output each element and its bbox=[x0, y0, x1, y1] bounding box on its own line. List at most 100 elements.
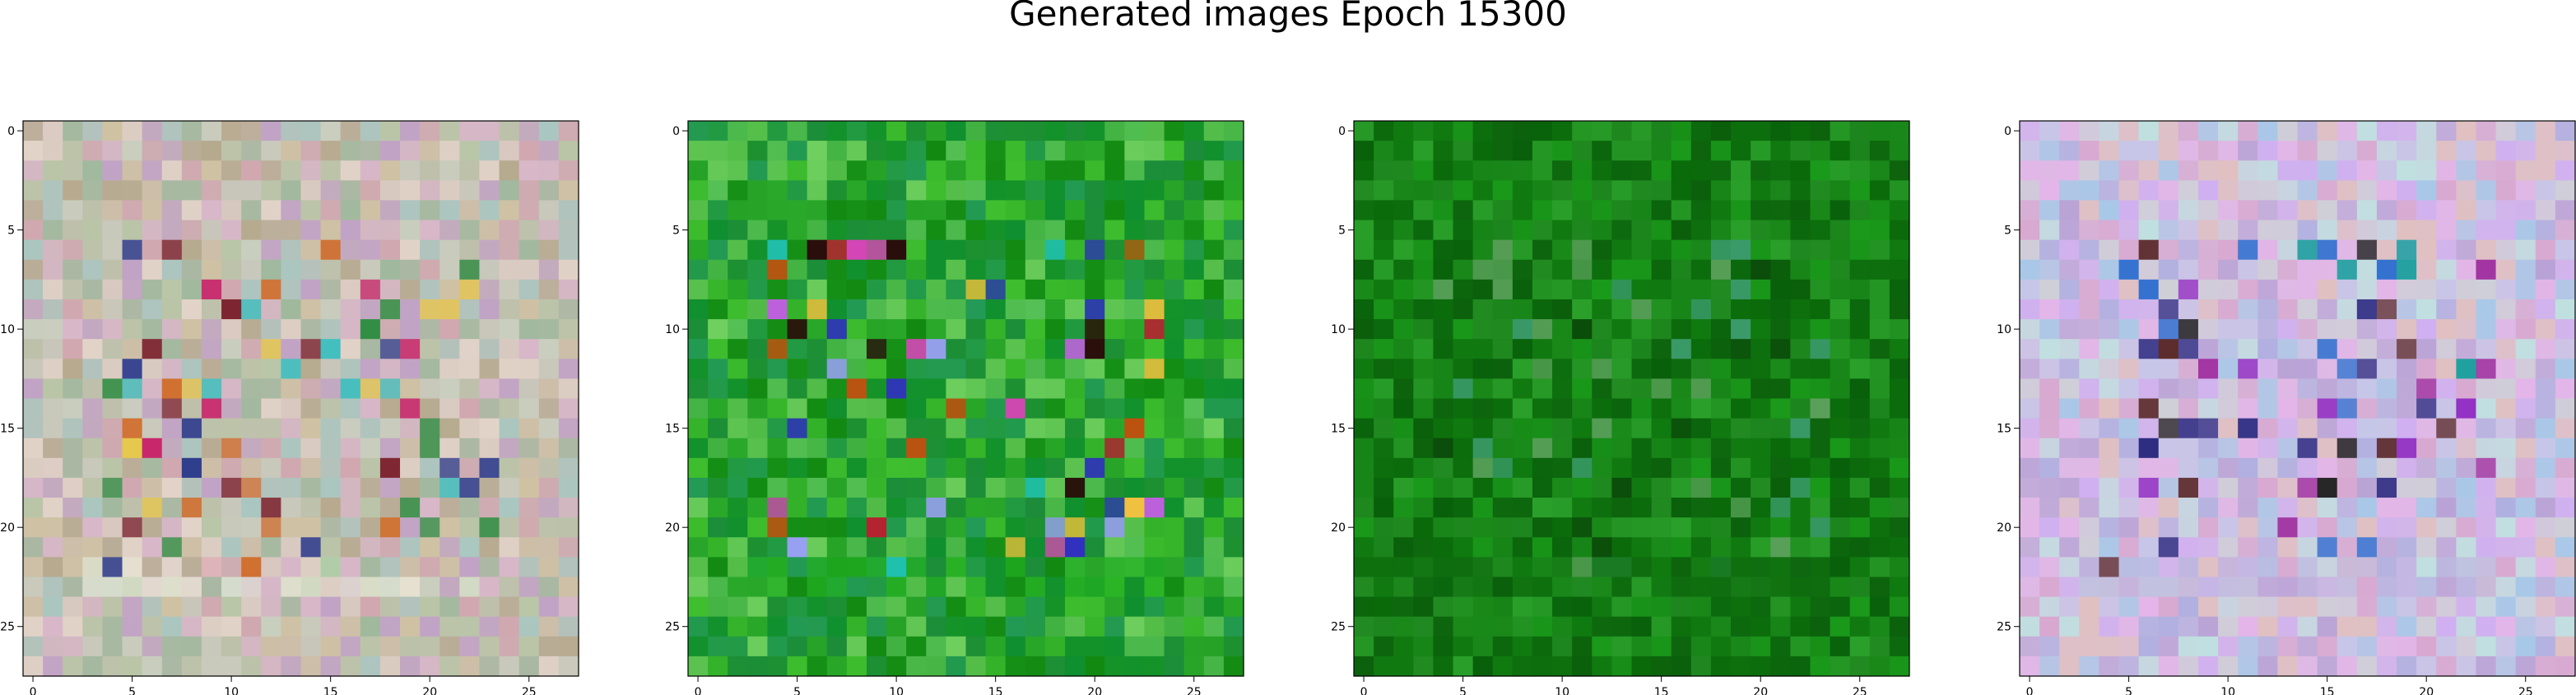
pixel-cell bbox=[1710, 577, 1732, 598]
pixel-cell bbox=[538, 457, 560, 479]
pixel-cell bbox=[300, 359, 322, 379]
pixel-cell bbox=[767, 259, 788, 280]
pixel-cell bbox=[1532, 200, 1553, 221]
pixel-cell bbox=[2277, 636, 2299, 657]
pixel-cell bbox=[1869, 656, 1890, 677]
pixel-cell bbox=[43, 616, 63, 637]
pixel-cell bbox=[1731, 636, 1751, 657]
pixel-cell bbox=[261, 477, 281, 498]
pixel-cell bbox=[2476, 636, 2497, 657]
pixel-cell bbox=[102, 259, 123, 280]
pixel-cell bbox=[2257, 239, 2278, 261]
pixel-cell bbox=[2476, 537, 2497, 558]
pixel-cell bbox=[2020, 220, 2040, 241]
pixel-cell bbox=[886, 279, 907, 300]
pixel-cell bbox=[2297, 438, 2318, 459]
pixel-cell bbox=[767, 141, 788, 161]
pixel-cell bbox=[2118, 577, 2140, 598]
pixel-cell bbox=[261, 319, 281, 340]
pixel-cell bbox=[439, 339, 460, 359]
pixel-cell bbox=[459, 359, 481, 379]
pixel-cell bbox=[1393, 636, 1414, 657]
pixel-cell bbox=[281, 398, 302, 419]
pixel-cell bbox=[1592, 160, 1612, 181]
pixel-cell bbox=[1492, 339, 1514, 359]
pixel-cell bbox=[1552, 180, 1573, 202]
pixel-cell bbox=[1731, 457, 1751, 479]
pixel-cell bbox=[2099, 299, 2120, 320]
pixel-cell bbox=[161, 200, 183, 221]
pixel-cell bbox=[2515, 220, 2536, 241]
pixel-cell bbox=[2535, 121, 2556, 141]
pixel-cell bbox=[1453, 656, 1474, 677]
pixel-cell bbox=[2317, 457, 2338, 479]
pixel-cell bbox=[1124, 438, 1146, 459]
pixel-cell bbox=[2356, 339, 2378, 359]
pixel-cell bbox=[538, 359, 560, 379]
pixel-cell bbox=[1044, 339, 1066, 359]
pixel-cell bbox=[2039, 398, 2060, 419]
pixel-cell bbox=[1183, 616, 1205, 637]
pixel-cell bbox=[379, 220, 401, 241]
pixel-cell bbox=[747, 418, 769, 439]
pixel-cell bbox=[787, 259, 808, 280]
pixel-cell bbox=[300, 438, 322, 459]
pixel-cell bbox=[1710, 477, 1732, 498]
pixel-cell bbox=[2218, 418, 2239, 439]
pixel-cell bbox=[2158, 477, 2179, 498]
pixel-cell bbox=[787, 121, 808, 141]
pixel-cell bbox=[2535, 477, 2556, 498]
pixel-cell bbox=[2456, 498, 2477, 518]
pixel-cell bbox=[2099, 339, 2120, 359]
pixel-cell bbox=[2317, 239, 2338, 261]
pixel-cell bbox=[688, 517, 709, 538]
pixel-cell bbox=[2118, 656, 2140, 677]
pixel-cell bbox=[439, 378, 460, 400]
pixel-cell bbox=[688, 378, 709, 400]
pixel-cell bbox=[1044, 418, 1066, 439]
pixel-cell bbox=[985, 121, 1007, 141]
pixel-cell bbox=[1104, 517, 1125, 538]
pixel-cell bbox=[1572, 160, 1593, 181]
pixel-cell bbox=[1631, 398, 1653, 419]
pixel-cell bbox=[2138, 279, 2160, 300]
pixel-cell bbox=[181, 200, 202, 221]
pixel-cell bbox=[886, 438, 907, 459]
pixel-cell bbox=[142, 359, 163, 379]
pixel-cell bbox=[102, 299, 123, 320]
pixel-cell bbox=[459, 577, 481, 598]
pixel-cell bbox=[1203, 557, 1225, 578]
pixel-cell bbox=[102, 596, 123, 618]
pixel-cell bbox=[1104, 616, 1125, 637]
pixel-cell bbox=[221, 279, 242, 300]
pixel-cell bbox=[1751, 220, 1771, 241]
pixel-cell bbox=[2197, 398, 2219, 419]
pixel-cell bbox=[1810, 477, 1831, 498]
pixel-cell bbox=[2197, 160, 2219, 181]
pixel-cell bbox=[1183, 200, 1205, 221]
pixel-cell bbox=[1651, 121, 1672, 141]
pixel-cell bbox=[320, 121, 342, 141]
pixel-cell bbox=[2337, 121, 2358, 141]
pixel-cell bbox=[2515, 557, 2536, 578]
pixel-cell bbox=[181, 418, 202, 439]
pixel-cell bbox=[2356, 577, 2378, 598]
pixel-cell bbox=[2555, 359, 2576, 379]
pixel-cell bbox=[161, 239, 183, 261]
pixel-cell bbox=[2138, 537, 2160, 558]
pixel-cell bbox=[281, 616, 302, 637]
pixel-cell bbox=[439, 220, 460, 241]
pixel-cell bbox=[826, 279, 848, 300]
pixel-cell bbox=[201, 656, 222, 677]
pixel-cell bbox=[1532, 339, 1553, 359]
pixel-cell bbox=[807, 359, 828, 379]
pixel-cell bbox=[2515, 577, 2536, 598]
pixel-cell bbox=[558, 656, 579, 677]
pixel-cell bbox=[807, 160, 828, 181]
pixel-cell bbox=[1044, 577, 1066, 598]
pixel-cell bbox=[1413, 359, 1434, 379]
pixel-cell bbox=[807, 596, 828, 618]
pixel-cell bbox=[1005, 656, 1026, 677]
pixel-cell bbox=[1631, 339, 1653, 359]
pixel-cell bbox=[2376, 498, 2397, 518]
